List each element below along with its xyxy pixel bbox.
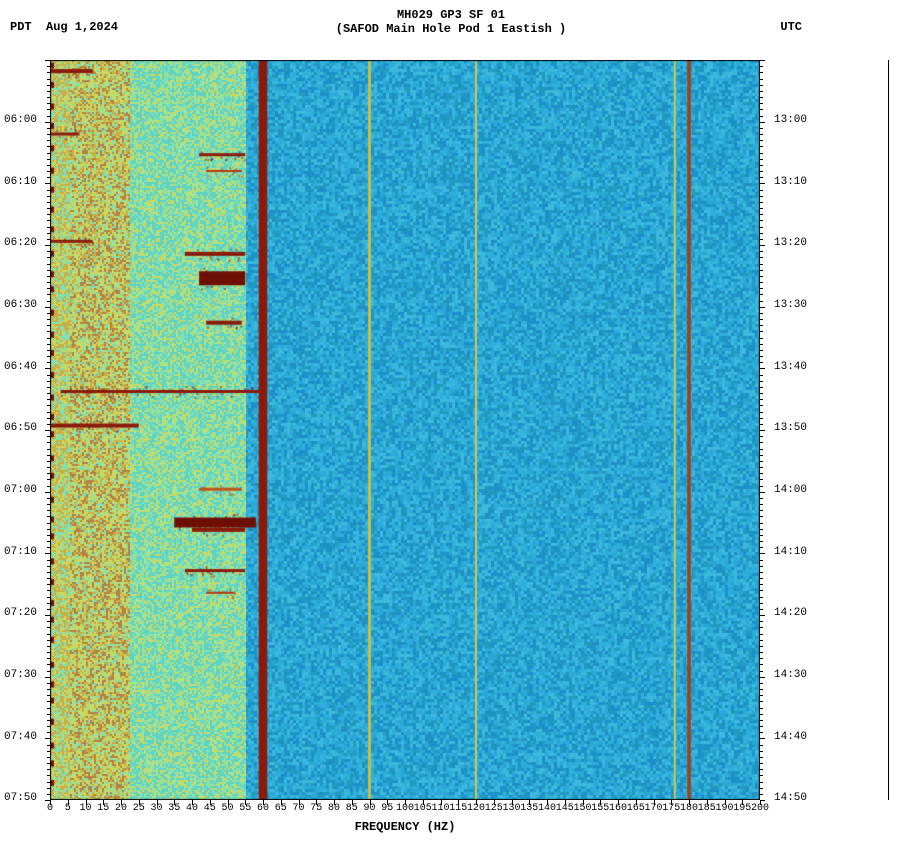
title-line1: MH029 GP3 SF 01 [0,8,902,22]
y-left-label: 06:20 [4,237,37,249]
x-tick-label: 140 [538,804,556,814]
y-right-label: 13:50 [774,422,807,434]
y-right-label: 14:10 [774,546,807,558]
x-tick-label: 70 [292,804,304,814]
x-tick-label: 75 [310,804,322,814]
y-left-label: 07:50 [4,792,37,804]
x-tick-label: 110 [431,804,449,814]
x-tick-label: 50 [221,804,233,814]
x-tick-label: 165 [627,804,645,814]
x-tick-label: 90 [363,804,375,814]
x-axis-labels: 0510152025303540455055606570758085909510… [50,804,760,818]
x-axis-title: FREQUENCY (HZ) [50,820,760,834]
x-tick-label: 115 [449,804,467,814]
x-tick-label: 120 [467,804,485,814]
y-left-label: 06:40 [4,361,37,373]
x-tick-label: 55 [239,804,251,814]
x-tick-label: 45 [204,804,216,814]
y-right-label: 13:00 [774,114,807,126]
x-tick-label: 160 [609,804,627,814]
x-tick-label: 30 [150,804,162,814]
title-line2: (SAFOD Main Hole Pod 1 Eastish ) [0,22,902,36]
y-axis-left: 06:00 06:10 06:20 06:30 06:40 06:50 07:00 07:10… [4,60,50,800]
y-right-label: 13:20 [774,237,807,249]
x-tick-label: 105 [414,804,432,814]
x-tick-label: 130 [502,804,520,814]
x-tick-label: 10 [79,804,91,814]
x-tick-label: 95 [381,804,393,814]
y-right-label: 14:50 [774,792,807,804]
y-left-label: 07:00 [4,484,37,496]
x-tick-label: 195 [733,804,751,814]
x-tick-label: 150 [573,804,591,814]
x-tick-label: 200 [751,804,769,814]
date-label: Aug 1,2024 [46,20,118,34]
x-tick-label: 125 [485,804,503,814]
x-tick-label: 25 [133,804,145,814]
y-left-label: 07:30 [4,669,37,681]
x-tick-label: 0 [47,804,53,814]
x-tick-label: 100 [396,804,414,814]
header: MH029 GP3 SF 01 (SAFOD Main Hole Pod 1 E… [0,8,902,36]
x-tick-label: 15 [97,804,109,814]
x-tick-label: 145 [556,804,574,814]
y-right-label: 13:40 [774,361,807,373]
y-right-label: 14:00 [774,484,807,496]
y-left-label: 07:20 [4,607,37,619]
x-tick-label: 40 [186,804,198,814]
x-tick-label: 20 [115,804,127,814]
y-left-label: 07:40 [4,731,37,743]
x-tick-label: 155 [591,804,609,814]
y-right-label: 14:30 [774,669,807,681]
y-left-label: 06:10 [4,176,37,188]
y-left-label: 06:00 [4,114,37,126]
x-tick-label: 180 [680,804,698,814]
x-tick-label: 135 [520,804,538,814]
y-left-label: 07:10 [4,546,37,558]
y-left-label: 06:50 [4,422,37,434]
y-right-label: 14:40 [774,731,807,743]
x-tick-label: 85 [346,804,358,814]
y-axis-right: 13:00 13:10 13:20 13:30 13:40 13:50 14:00 14:10… [764,60,834,800]
y-right-label: 13:30 [774,299,807,311]
spectrogram-plot [50,60,760,800]
x-tick-label: 60 [257,804,269,814]
y-right-label: 14:20 [774,607,807,619]
y-left-label: 06:30 [4,299,37,311]
spectrogram-page: MH029 GP3 SF 01 (SAFOD Main Hole Pod 1 E… [0,0,902,864]
x-tick-label: 5 [65,804,71,814]
x-tick-label: 35 [168,804,180,814]
y-right-label: 13:10 [774,176,807,188]
timezone-left: PDT [10,20,32,34]
x-tick-label: 170 [644,804,662,814]
x-tick-label: 65 [275,804,287,814]
x-tick-label: 80 [328,804,340,814]
x-tick-label: 175 [662,804,680,814]
right-margin-line [888,60,889,800]
x-tick-label: 190 [715,804,733,814]
timezone-right: UTC [780,20,802,34]
x-tick-label: 185 [698,804,716,814]
spectrogram-canvas [50,60,760,800]
